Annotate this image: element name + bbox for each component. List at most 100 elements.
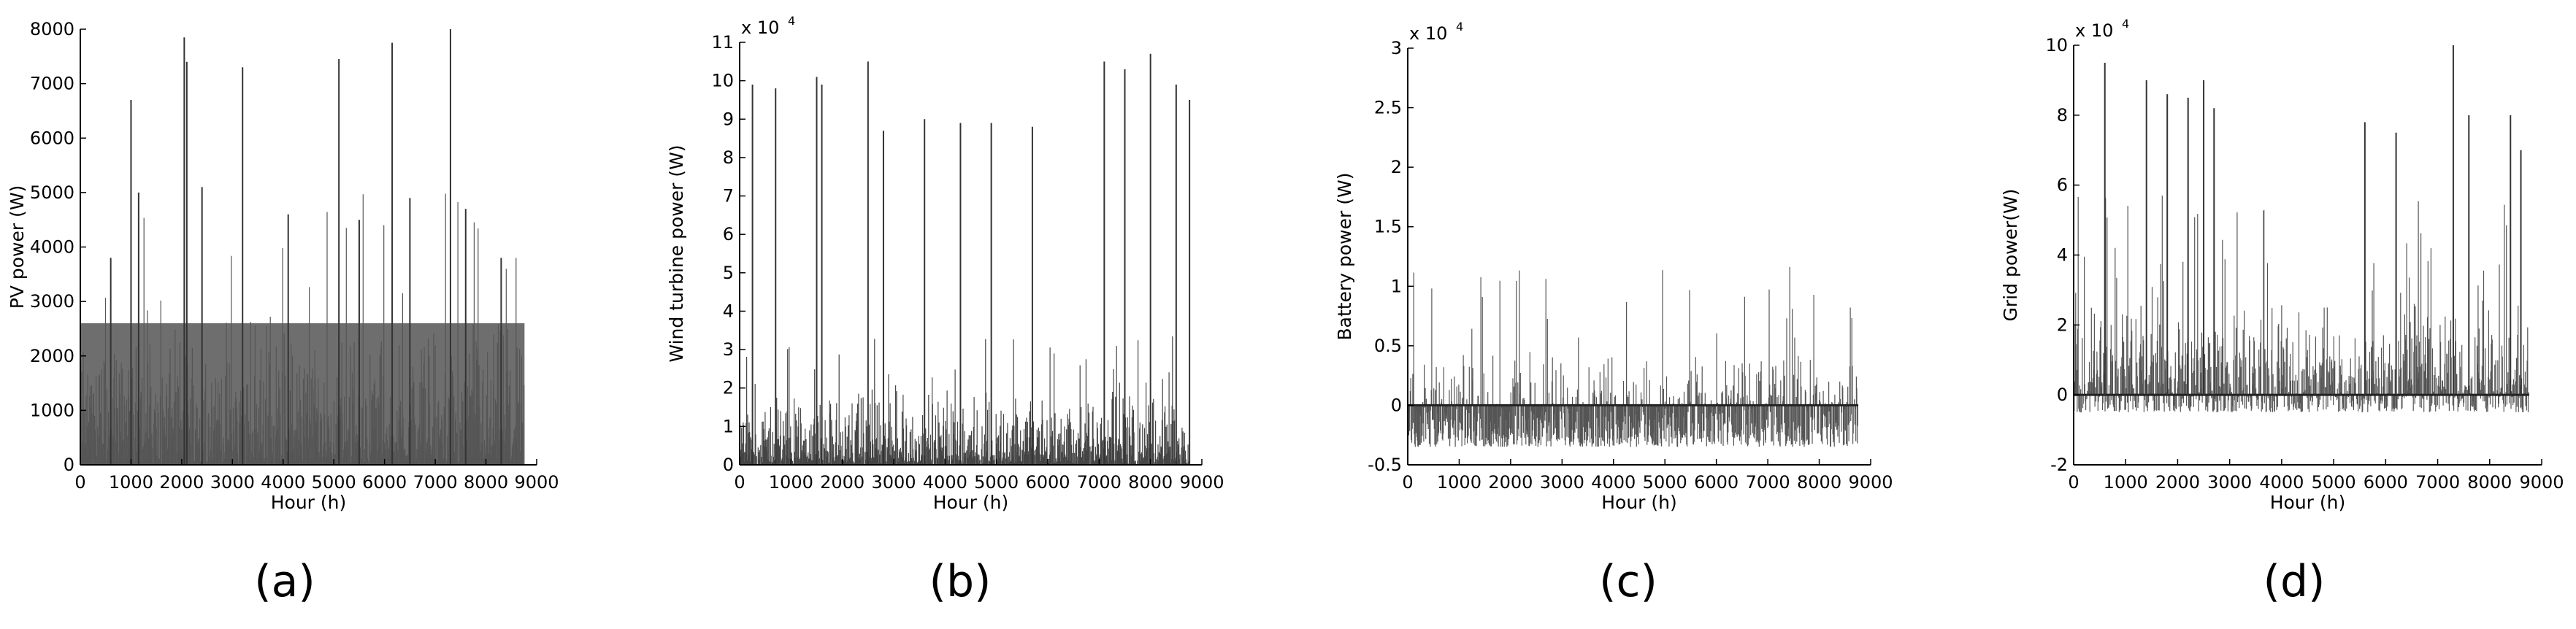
x-tick-label: 5000 [974,472,1019,493]
x-tick-label: 5000 [1643,472,1687,493]
y-tick-label: 8 [723,147,734,168]
y-tick-label: 2000 [30,346,74,366]
y-tick-label: 11 [711,32,734,53]
x-tick-label: 2000 [1488,472,1533,493]
y-tick-label: 0.5 [1374,336,1402,356]
x-tick-label: 3000 [2207,472,2252,493]
x-tick-label: 6000 [2364,472,2408,493]
panel-caption: (d) [2263,556,2326,607]
x-tick-label: 7000 [413,472,458,493]
y-tick-label: 1000 [30,400,74,420]
x-tick-label: 9000 [514,472,559,493]
axis-exponent: 4 [1456,20,1463,34]
y-axis-label: Battery power (W) [1334,173,1355,341]
x-tick-label: 6000 [1694,472,1739,493]
y-tick-label: 10 [2045,35,2068,55]
x-tick-label: 2000 [159,472,204,493]
x-tick-label: 2000 [2155,472,2200,493]
x-tick-label: 9000 [2519,472,2564,493]
y-tick-label: -2 [2050,455,2068,475]
y-tick-label: 2.5 [1374,98,1402,118]
y-tick-label: -0.5 [1368,455,1402,475]
y-tick-label: 6000 [30,128,74,148]
x-tick-label: 7000 [1077,472,1122,493]
x-tick-label: 3000 [1540,472,1584,493]
y-tick-label: 5 [723,263,734,283]
axis-exponent: 4 [2122,17,2129,31]
series-trace [2073,196,2529,413]
chart-panel-3: 0 1000 2000 3000 4000 5000 6000 7000 8000 9000 -0.… [1334,20,1893,607]
y-tick-label: 2 [1391,157,1402,177]
y-tick-label: 3 [1391,38,1402,58]
y-tick-label: 0 [2057,385,2068,405]
y-tick-label: 8 [2057,105,2068,126]
x-tick-label: 8000 [2467,472,2512,493]
series-1 [1407,266,1859,447]
y-tick-label: 2 [2057,314,2068,335]
x-tick-label: 1000 [109,472,153,493]
x-tick-label: 0 [74,472,85,493]
axis-multiplier: x 10 [741,18,779,38]
y-tick-label: 7 [723,186,734,207]
y-tick-label: 4 [2057,245,2068,266]
x-tick-label: 6000 [1025,472,1070,493]
y-tick-label: 6 [723,224,734,244]
y-tick-label: 2 [723,378,734,398]
x-tick-label: 9000 [1848,472,1893,493]
y-tick-label: 4000 [30,237,74,258]
x-tick-label: 1000 [1437,472,1481,493]
y-tick-label: 10 [711,71,734,91]
x-tick-label: 4000 [923,472,967,493]
y-tick-label: 1.5 [1374,217,1402,237]
chart-panel-1: 0 1000 2000 3000 4000 5000 6000 7000 8000 9000 0 10… [7,19,559,607]
x-tick-label: 9000 [1179,472,1224,493]
y-tick-label: 0 [1391,395,1402,415]
axis-exponent: 4 [788,14,795,28]
axis-multiplier: x 10 [1409,23,1447,44]
x-tick-label: 0 [1402,472,1413,493]
x-tick-label: 7000 [1746,472,1790,493]
x-tick-label: 5000 [2312,472,2356,493]
series-1 [2073,45,2529,413]
x-tick-label: 2000 [820,472,865,493]
y-axis-label: Grid power(W) [2000,189,2021,322]
x-axis-label: Hour (h) [933,492,1009,513]
series-trace [739,336,1189,465]
x-tick-label: 4000 [1591,472,1636,493]
series-trace [1407,266,1858,447]
panel-caption: (c) [1599,556,1657,607]
y-tick-label: 0 [723,455,734,475]
chart-panel-4: 0 1000 2000 3000 4000 5000 6000 7000 8000 9000-20… [2000,17,2564,607]
panel-caption: (a) [254,556,315,607]
y-tick-label: 9 [723,109,734,129]
y-tick-label: 8000 [30,19,74,39]
y-axis-label: Wind turbine power (W) [666,144,687,362]
y-tick-label: 4 [723,301,734,321]
y-tick-label: 6 [2057,175,2068,196]
y-tick-label: 7000 [30,74,74,94]
x-tick-label: 3000 [871,472,916,493]
x-tick-label: 8000 [464,472,508,493]
x-tick-label: 4000 [2259,472,2304,493]
chart-panel-2: 0 1000 2000 3000 4000 5000 6000 7000 8000 9000 0 1 2… [666,14,1224,607]
y-tick-label: 3 [723,339,734,360]
x-axis-label: Hour (h) [2270,492,2346,513]
y-tick-label: 0 [64,455,74,475]
y-axis-label: PV power (W) [7,185,28,309]
series-1 [80,29,525,465]
panel-caption: (b) [929,556,992,607]
x-axis-label: Hour (h) [1601,492,1677,513]
series-1 [739,53,1191,465]
axis-multiplier: x 10 [2075,20,2113,41]
x-tick-label: 7000 [2415,472,2460,493]
x-tick-label: 6000 [362,472,407,493]
x-tick-label: 8000 [1797,472,1841,493]
y-tick-label: 5000 [30,182,74,203]
x-tick-label: 8000 [1128,472,1173,493]
y-tick-label: 1 [723,416,734,436]
y-tick-label: 1 [1391,276,1402,296]
x-tick-label: 5000 [312,472,356,493]
x-tick-label: 0 [734,472,745,493]
x-tick-label: 4000 [261,472,305,493]
